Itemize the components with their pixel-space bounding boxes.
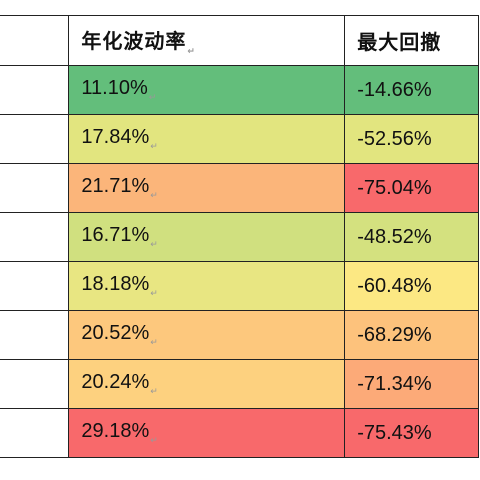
annual-volatility-cell: 21.71%↵ xyxy=(68,163,346,213)
annual-volatility-value: 29.18% xyxy=(81,420,150,442)
paragraph-mark-icon: ↵ xyxy=(150,288,158,298)
annual-volatility-cell: 29.18%↵ xyxy=(68,408,346,458)
max-drawdown-value: -60.48% xyxy=(357,274,432,297)
table-body: 11.10%↵ -14.66% 17.84%↵ -52.56% 21.71%↵ -75.0… xyxy=(0,65,479,458)
row-label-cell xyxy=(0,261,70,311)
annual-volatility-value: 20.24% xyxy=(81,371,150,393)
row-label-cell xyxy=(0,310,70,360)
max-drawdown-value: -68.29% xyxy=(357,323,432,346)
annual-volatility-value: 18.18% xyxy=(81,273,150,295)
table-header-row: 年化波动率↵ 最大回撤 xyxy=(0,15,479,66)
header-annual-volatility-text: 年化波动率 xyxy=(81,30,187,53)
max-drawdown-value: -52.56% xyxy=(357,127,432,150)
max-drawdown-value: -75.43% xyxy=(357,421,432,444)
row-label-cell xyxy=(0,114,70,164)
max-drawdown-value: -48.52% xyxy=(357,225,432,248)
max-drawdown-cell: -75.43% xyxy=(344,408,479,458)
max-drawdown-cell: -71.34% xyxy=(344,359,479,409)
annual-volatility-value: 20.52% xyxy=(81,322,150,344)
table-row: 18.18%↵ -60.48% xyxy=(0,261,479,311)
paragraph-mark-icon: ↵ xyxy=(150,239,158,249)
paragraph-mark-icon: ↵ xyxy=(150,337,158,347)
paragraph-mark-icon: ↵ xyxy=(150,386,158,396)
max-drawdown-cell: -60.48% xyxy=(344,261,479,311)
paragraph-mark-icon: ↵ xyxy=(187,45,196,56)
paragraph-mark-icon: ↵ xyxy=(150,435,158,445)
volatility-drawdown-table: 年化波动率↵ 最大回撤 11.10%↵ -14.66% 17.84%↵ -52.56%… xyxy=(0,15,479,458)
row-label-cell xyxy=(0,65,70,115)
annual-volatility-cell: 16.71%↵ xyxy=(68,212,346,262)
max-drawdown-cell: -14.66% xyxy=(344,65,479,115)
row-label-cell xyxy=(0,408,70,458)
header-label-cell xyxy=(0,15,70,66)
row-label-cell xyxy=(0,359,70,409)
annual-volatility-cell: 11.10%↵ xyxy=(68,65,346,115)
annual-volatility-cell: 20.24%↵ xyxy=(68,359,346,409)
annual-volatility-value: 11.10% xyxy=(81,77,148,99)
row-label-cell xyxy=(0,163,70,213)
table-row: 29.18%↵ -75.43% xyxy=(0,408,479,458)
max-drawdown-cell: -52.56% xyxy=(344,114,479,164)
table-row: 17.84%↵ -52.56% xyxy=(0,114,479,164)
table-row: 16.71%↵ -48.52% xyxy=(0,212,479,262)
max-drawdown-value: -71.34% xyxy=(357,372,432,395)
max-drawdown-value: -75.04% xyxy=(357,176,432,199)
annual-volatility-value: 16.71% xyxy=(81,224,150,246)
table-row: 11.10%↵ -14.66% xyxy=(0,65,479,115)
paragraph-mark-icon: ↵ xyxy=(150,190,158,200)
row-label-cell xyxy=(0,212,70,262)
annual-volatility-cell: 18.18%↵ xyxy=(68,261,346,311)
annual-volatility-cell: 20.52%↵ xyxy=(68,310,346,360)
max-drawdown-value: -14.66% xyxy=(357,78,432,101)
header-annual-volatility: 年化波动率↵ xyxy=(68,15,346,66)
max-drawdown-cell: -48.52% xyxy=(344,212,479,262)
annual-volatility-value: 21.71% xyxy=(81,175,150,197)
max-drawdown-cell: -68.29% xyxy=(344,310,479,360)
paragraph-mark-icon: ↵ xyxy=(150,141,158,151)
header-max-drawdown: 最大回撤 xyxy=(344,15,479,66)
table-row: 20.52%↵ -68.29% xyxy=(0,310,479,360)
max-drawdown-cell: -75.04% xyxy=(344,163,479,213)
table-row: 20.24%↵ -71.34% xyxy=(0,359,479,409)
table-row: 21.71%↵ -75.04% xyxy=(0,163,479,213)
paragraph-mark-icon: ↵ xyxy=(148,92,157,102)
annual-volatility-cell: 17.84%↵ xyxy=(68,114,346,164)
annual-volatility-value: 17.84% xyxy=(81,126,150,148)
